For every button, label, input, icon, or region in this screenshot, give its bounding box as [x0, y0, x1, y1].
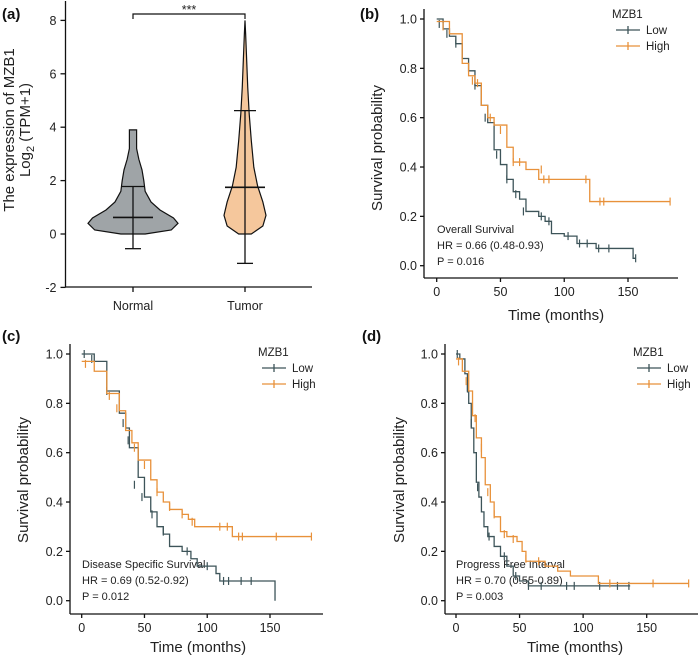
violin-normal	[87, 129, 179, 235]
km-b-x-tick-label: 0	[433, 285, 440, 299]
km-d-y-tick-label: 0.8	[421, 397, 438, 411]
violin-y-tick-label: 4	[50, 121, 57, 135]
km-b-legend-label-high: High	[646, 41, 670, 53]
panel-label-b: (b)	[360, 6, 379, 23]
km-d-curve-high	[456, 358, 689, 585]
km-c-y-tick-label: 1.0	[46, 348, 63, 362]
km-c-x-tick-label: 50	[138, 621, 152, 635]
km-d-legend-label-high: High	[667, 379, 691, 391]
km-c-y-tick-label: 0.0	[46, 594, 63, 608]
km-b-y-tick-label: 0.2	[400, 210, 417, 224]
significance-label: ***	[182, 3, 197, 17]
violin-y-tick-label: -2	[45, 281, 56, 295]
km-c-y-tick-label: 0.2	[46, 545, 63, 559]
violin-ylabel-line2: Log2 (TPM+1)	[17, 83, 37, 177]
km-c-ylabel: Survival probability	[15, 417, 32, 543]
km-b-y-tick-label: 1.0	[400, 13, 417, 27]
km-b-y-tick-label: 0.4	[400, 161, 417, 175]
km-c-legend-label-low: Low	[292, 363, 314, 375]
km-c-y-tick-label: 0.4	[46, 496, 63, 510]
violin-x-tick-label: Tumor	[227, 299, 263, 313]
km-b-legend-title: MZB1	[612, 9, 643, 21]
km-c-annotation-hr: HR = 0.69 (0.52-0.92)	[82, 575, 189, 587]
km-b-y-tick-label: 0.8	[400, 62, 417, 76]
km-d-x-tick-label: 100	[573, 621, 594, 635]
violin-ylabel: The expression of MZB1 Log2 (TPM+1)	[1, 48, 37, 211]
km-d-annotation-hr: HR = 0.70 (0.55-0.89)	[456, 575, 563, 587]
km-b-annotation-title: Overall Survival	[437, 224, 514, 236]
km-c-xlabel: Time (months)	[150, 639, 246, 656]
km-c-curve-high	[81, 360, 312, 538]
violin-y-tick-label: 8	[50, 14, 57, 28]
panel-label-a: (a)	[2, 6, 20, 23]
km-b-curve-low	[436, 18, 636, 259]
km-b-xlabel: Time (months)	[508, 307, 604, 324]
km-d-y-tick-label: 0.0	[421, 594, 438, 608]
violin-y-tick-label: 0	[50, 228, 57, 242]
km-b-x-tick-label: 50	[494, 285, 508, 299]
km-b-annotation-p: P = 0.016	[437, 256, 484, 268]
panel-label-d: (d)	[362, 328, 381, 345]
km-d-annotation-p: P = 0.003	[456, 591, 503, 603]
km-d-y-tick-label: 0.6	[421, 446, 438, 460]
km-d-y-tick-label: 0.2	[421, 545, 438, 559]
km-d-x-tick-label: 50	[513, 621, 527, 635]
km-c-x-tick-label: 0	[78, 621, 85, 635]
km-b-ylabel: Survival probability	[369, 85, 386, 211]
km-d-curve-low	[456, 353, 631, 587]
km-d-ylabel: Survival probability	[391, 417, 408, 543]
km-d-annotation-title: Progress Free Interval	[456, 559, 565, 571]
km-d-y-tick-label: 1.0	[421, 348, 438, 362]
km-b-x-tick-label: 100	[554, 285, 575, 299]
significance-bracket	[132, 13, 246, 19]
km-b-x-tick-label: 150	[618, 285, 639, 299]
km-d-y-tick-label: 0.4	[421, 496, 438, 510]
km-d-legend-label-low: Low	[667, 363, 689, 375]
km-d-x-tick-label: 0	[453, 621, 460, 635]
km-c-legend-label-high: High	[292, 379, 316, 391]
panel-label-c: (c)	[2, 328, 20, 345]
km-c-x-tick-label: 150	[260, 621, 281, 635]
km-d-x-tick-label: 150	[636, 621, 657, 635]
violin-y-tick-label: 6	[50, 67, 57, 81]
km-b-curve-high	[436, 20, 671, 203]
km-c-y-tick-label: 0.6	[46, 446, 63, 460]
km-c-y-tick-label: 0.8	[46, 397, 63, 411]
violin-ylabel-line1: The expression of MZB1	[1, 48, 18, 211]
km-c-annotation-p: P = 0.012	[82, 591, 129, 603]
km-d-legend-title: MZB1	[633, 347, 664, 359]
km-b-legend-label-low: Low	[646, 25, 668, 37]
violin-x-tick-label: Normal	[113, 299, 153, 313]
km-c-x-tick-label: 100	[197, 621, 218, 635]
km-c-legend-title: MZB1	[258, 347, 289, 359]
chart-marks: -2 0 2 4 6 8 Normal Tumor 0.0 0.2 0.4 0.6 0.8 1.0 0 50 1…	[45, 1, 698, 635]
km-d-xlabel: Time (months)	[527, 639, 623, 656]
km-b-y-tick-label: 0.0	[400, 259, 417, 273]
km-b-annotation-hr: HR = 0.66 (0.48-0.93)	[437, 240, 544, 252]
km-b-y-tick-label: 0.6	[400, 111, 417, 125]
km-c-annotation-title: Disease Specific Survival	[82, 559, 206, 571]
violin-y-tick-label: 2	[50, 174, 57, 188]
